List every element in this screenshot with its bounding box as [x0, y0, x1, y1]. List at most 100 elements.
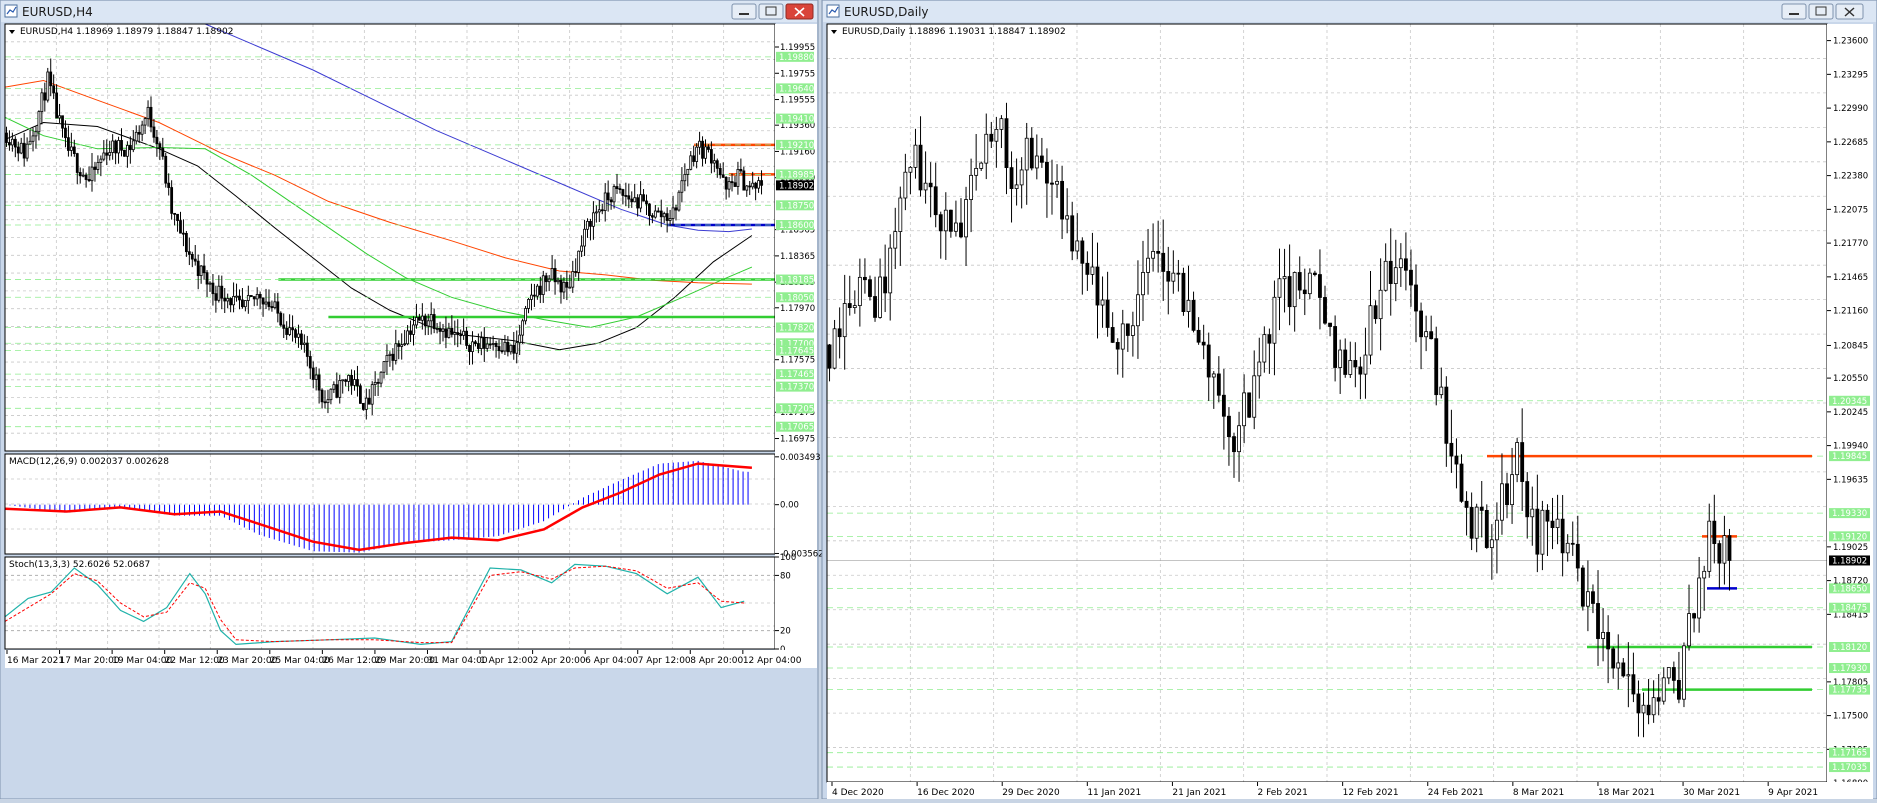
- h4-candle-body: [208, 282, 212, 285]
- h4-candle-body: [727, 181, 731, 190]
- h4-minimize-button[interactable]: [731, 3, 757, 20]
- h4-candle-body: [217, 285, 221, 301]
- h4-candle-body: [417, 317, 421, 321]
- h4-candle-body: [8, 142, 11, 146]
- h4-price-tick-label: 1.17970: [780, 304, 815, 314]
- h4-candle-body: [468, 345, 471, 352]
- daily-candle-body: [1196, 329, 1201, 343]
- h4-candle-body: [69, 146, 73, 151]
- stoch-header: Stoch(13,3,3) 52.6026 52.0687: [9, 560, 150, 570]
- h4-time-tick-label: 31 Mar 04:00: [427, 656, 487, 666]
- h4-candle-body: [547, 278, 551, 283]
- h4-level-badge: [776, 51, 814, 62]
- h4-candle-body: [105, 152, 109, 156]
- h4-stoch-pane[interactable]: [5, 557, 775, 649]
- h4-candle-body: [176, 213, 179, 221]
- h4-level-badge-label: 1.17700: [779, 339, 814, 349]
- h4-candle-body: [214, 293, 218, 301]
- h4-candle-body: [123, 149, 126, 157]
- h4-candle-body: [379, 371, 383, 384]
- h4-candle-body: [13, 138, 17, 148]
- h4-price-tick-label: 1.19360: [780, 121, 815, 131]
- daily-candle-body: [1489, 539, 1494, 548]
- h4-candle-body: [509, 344, 513, 353]
- daily-candle-body: [1024, 137, 1029, 171]
- daily-candle-body: [1272, 296, 1277, 344]
- daily-level-badge-label: 1.18120: [1832, 643, 1867, 653]
- h4-candle-body: [435, 328, 439, 330]
- h4-time-tick-label: 7 Apr 12:00: [638, 656, 691, 666]
- daily-level-badge: [1829, 602, 1870, 613]
- h4-candle-body: [453, 332, 457, 335]
- h4-candle-body: [559, 279, 563, 293]
- h4-candle-body: [46, 71, 50, 101]
- h4-candle-body: [285, 327, 289, 335]
- daily-candle-body: [1388, 260, 1393, 284]
- h4-level-badge: [776, 322, 814, 333]
- daily-candle-body: [1318, 274, 1322, 298]
- daily-candle-body: [868, 279, 872, 297]
- daily-minimize-button[interactable]: [1781, 3, 1807, 20]
- daily-candle-body: [1252, 375, 1257, 418]
- daily-candle-body: [1424, 331, 1429, 338]
- h4-level-badge: [776, 274, 814, 285]
- daily-level-badge: [1829, 508, 1870, 519]
- h4-candle-body: [373, 381, 377, 386]
- daily-candle-body: [1141, 272, 1145, 296]
- daily-candle-body: [1429, 331, 1434, 340]
- h4-candle-body: [636, 197, 640, 209]
- h4-candle-body: [459, 334, 463, 337]
- h4-candle-body: [187, 251, 191, 255]
- daily-candle-body: [928, 182, 933, 188]
- daily-maximize-button[interactable]: [1808, 3, 1834, 20]
- daily-candle-body: [984, 133, 989, 164]
- daily-candle-body: [1601, 632, 1605, 639]
- macd-tick-label: 0.003493: [780, 453, 821, 463]
- maximize-icon: [765, 6, 777, 16]
- daily-candle-body: [1368, 305, 1373, 356]
- daily-candle-body: [1712, 520, 1717, 544]
- h4-candle-body: [533, 294, 536, 297]
- daily-level-badge: [1829, 747, 1870, 758]
- daily-candle-body: [1697, 577, 1702, 619]
- daily-candle-body: [1540, 509, 1545, 555]
- daily-price-pane[interactable]: [827, 24, 1827, 782]
- daily-price-tick-label: 1.21465: [1833, 273, 1868, 283]
- daily-candle-body: [827, 344, 832, 369]
- h4-candle-body: [686, 168, 690, 175]
- h4-candle-body: [155, 136, 159, 145]
- macd-signal-line: [5, 462, 752, 552]
- h4-candle-body: [72, 146, 76, 155]
- h4-price-pane[interactable]: [5, 24, 775, 451]
- daily-candle-body: [1085, 262, 1090, 275]
- h4-candle-body: [680, 180, 684, 193]
- h4-candle-body: [695, 146, 699, 162]
- daily-titlebar[interactable]: [823, 1, 1876, 22]
- daily-candle-body: [1206, 344, 1211, 378]
- h4-candle-body: [64, 127, 67, 139]
- h4-close-button[interactable]: [785, 3, 814, 20]
- h4-titlebar[interactable]: [1, 1, 817, 22]
- h4-candle-body: [376, 381, 380, 384]
- h4-level-badge: [776, 369, 814, 380]
- daily-close-button[interactable]: [1835, 3, 1864, 20]
- h4-level-badge-label: 1.17645: [779, 346, 814, 356]
- daily-candle-body: [1373, 305, 1378, 320]
- h4-candle-body: [497, 346, 501, 352]
- h4-candle-body: [137, 131, 141, 135]
- h4-price-tick-label: 1.19955: [780, 43, 815, 53]
- daily-candle-body: [954, 222, 958, 232]
- daily-time-tick-label: 8 Mar 2021: [1513, 788, 1564, 798]
- daily-current-price-label: 1.18902: [1832, 556, 1867, 566]
- h4-candle-body: [742, 170, 746, 191]
- daily-level-badge: [1829, 583, 1870, 594]
- h4-maximize-button[interactable]: [758, 3, 784, 20]
- daily-price-tick-label: 1.22075: [1833, 205, 1868, 215]
- h4-macd-pane[interactable]: [5, 454, 775, 554]
- daily-current-price-badge: [1829, 555, 1870, 566]
- h4-candle-body: [43, 92, 47, 101]
- h4-candle-body: [583, 228, 586, 247]
- daily-level-badge-label: 1.17035: [1832, 763, 1867, 773]
- h4-level-badge: [776, 169, 814, 180]
- h4-candle-body: [515, 342, 519, 354]
